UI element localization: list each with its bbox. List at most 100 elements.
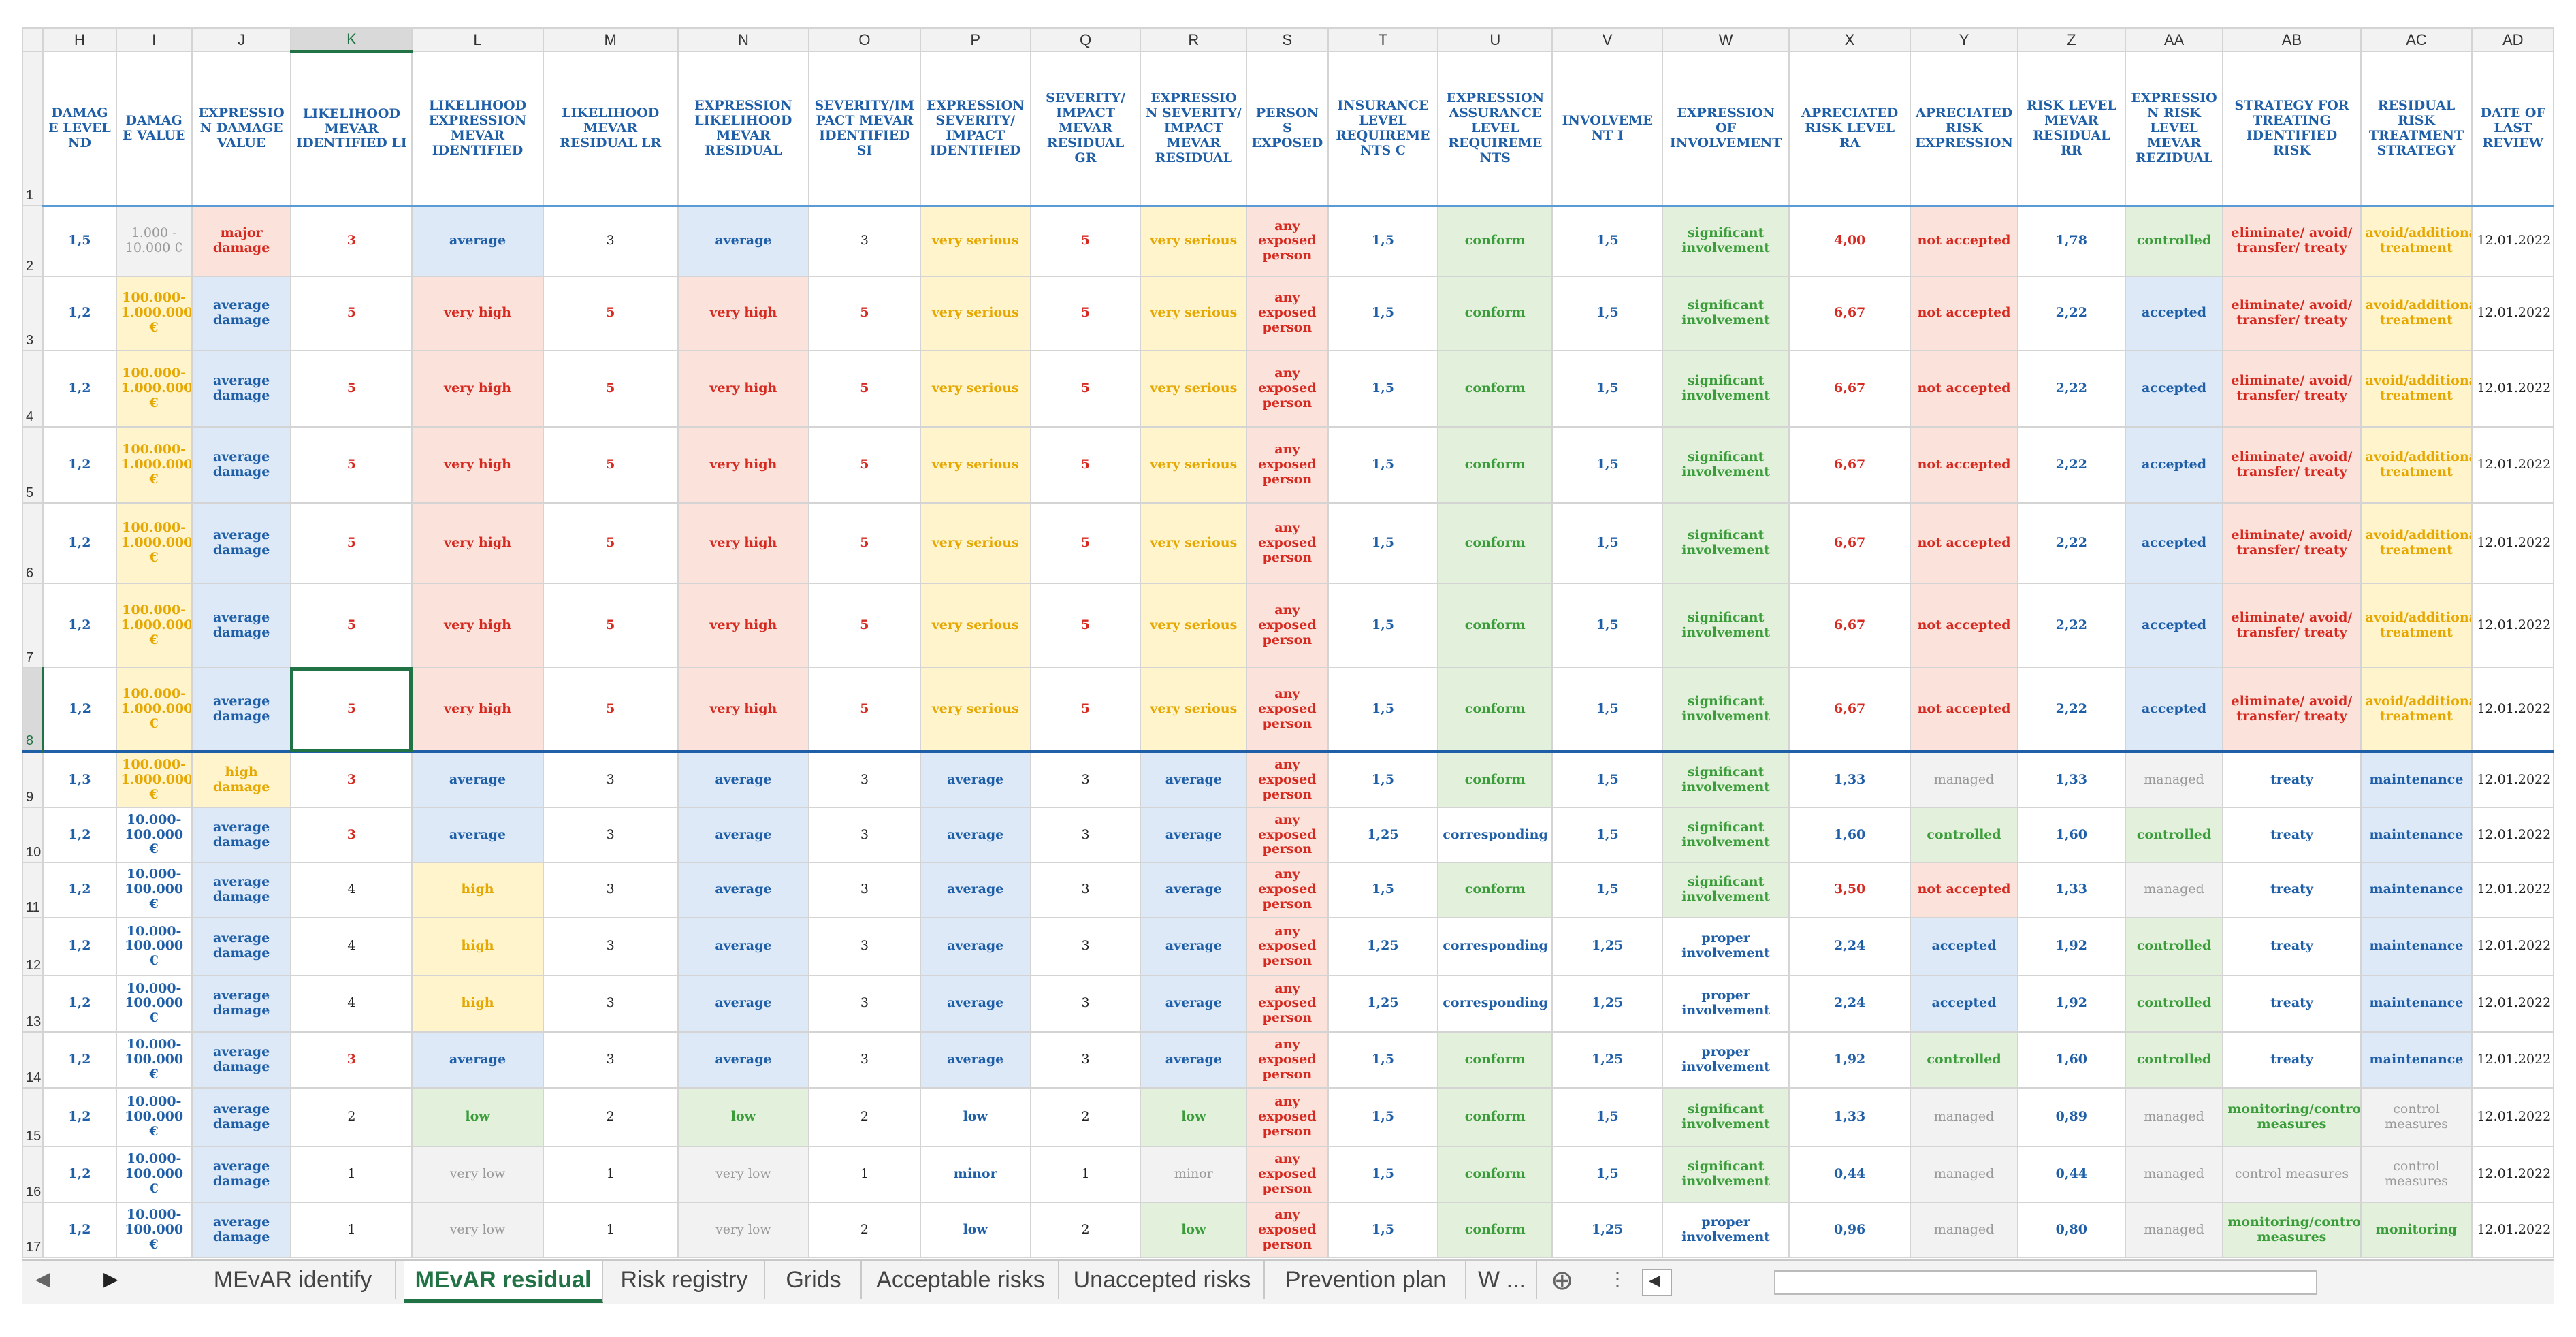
cell-r14[interactable]: average — [1140, 1031, 1248, 1089]
cell-r9[interactable]: average — [1140, 750, 1248, 809]
header-cell-k[interactable]: LIKELIHOOD MEvAR IDENTIFIED LI — [290, 50, 413, 207]
column-header-o[interactable]: O — [807, 27, 921, 52]
cell-m17[interactable]: 1 — [542, 1202, 679, 1258]
cell-t6[interactable]: 1,5 — [1327, 502, 1439, 584]
cell-y4[interactable]: not accepted — [1910, 349, 2018, 428]
cell-h9[interactable]: 1,3 — [42, 750, 117, 809]
cell-ad16[interactable]: 12.01.2022 — [2471, 1145, 2554, 1204]
cell-t3[interactable]: 1,5 — [1327, 275, 1439, 351]
column-header-m[interactable]: M — [542, 27, 679, 52]
cell-u3[interactable]: conform — [1437, 275, 1553, 351]
cell-n6[interactable]: very high — [677, 502, 809, 584]
cell-h12[interactable]: 1,2 — [42, 916, 117, 977]
cell-ab10[interactable]: treaty — [2222, 807, 2362, 863]
cell-l8[interactable]: very high — [411, 666, 544, 753]
cell-v2[interactable]: 1,5 — [1551, 205, 1664, 277]
row-header[interactable]: 3 — [21, 275, 44, 351]
cell-ab8[interactable]: eliminate/ avoid/ transfer/ treaty — [2222, 666, 2362, 753]
cell-ab16[interactable]: control measures — [2222, 1145, 2362, 1204]
cell-x8[interactable]: 6,67 — [1788, 666, 1912, 753]
cell-ac17[interactable]: monitoring — [2360, 1202, 2473, 1258]
cell-x6[interactable]: 6,67 — [1788, 502, 1912, 584]
cell-v13[interactable]: 1,25 — [1551, 975, 1664, 1033]
cell-aa4[interactable]: accepted — [2124, 349, 2224, 428]
cell-p5[interactable]: very serious — [919, 425, 1031, 504]
cell-ab15[interactable]: monitoring/control measures — [2222, 1087, 2362, 1147]
cell-o10[interactable]: 3 — [807, 807, 921, 863]
cell-p8[interactable]: very serious — [919, 666, 1031, 753]
column-header-i[interactable]: I — [115, 27, 193, 52]
cell-v11[interactable]: 1,5 — [1551, 861, 1664, 918]
cell-x16[interactable]: 0,44 — [1788, 1145, 1912, 1204]
cell-y14[interactable]: controlled — [1910, 1031, 2018, 1089]
cell-i7[interactable]: 100.000-1.000.000 € — [115, 582, 193, 668]
cell-m11[interactable]: 3 — [542, 861, 679, 918]
cell-o16[interactable]: 1 — [807, 1145, 921, 1204]
cell-j6[interactable]: average damage — [191, 502, 292, 584]
cell-t16[interactable]: 1,5 — [1327, 1145, 1439, 1204]
cell-z7[interactable]: 2,22 — [2016, 582, 2126, 668]
cell-q5[interactable]: 5 — [1029, 425, 1142, 504]
cell-aa16[interactable]: managed — [2124, 1145, 2224, 1204]
cell-w10[interactable]: significant involvement — [1662, 807, 1790, 863]
cell-r7[interactable]: very serious — [1140, 582, 1248, 668]
cell-y6[interactable]: not accepted — [1910, 502, 2018, 584]
cell-p16[interactable]: minor — [919, 1145, 1031, 1204]
cell-z11[interactable]: 1,33 — [2016, 861, 2126, 918]
column-header-j[interactable]: J — [191, 27, 292, 52]
cell-k2[interactable]: 3 — [290, 205, 413, 277]
cell-ab5[interactable]: eliminate/ avoid/ transfer/ treaty — [2222, 425, 2362, 504]
cell-ad15[interactable]: 12.01.2022 — [2471, 1087, 2554, 1147]
cell-w4[interactable]: significant involvement — [1662, 349, 1790, 428]
cell-ad6[interactable]: 12.01.2022 — [2471, 502, 2554, 584]
cell-t14[interactable]: 1,5 — [1327, 1031, 1439, 1089]
row-header[interactable]: 12 — [21, 916, 44, 977]
cell-q13[interactable]: 3 — [1029, 975, 1142, 1033]
row-header[interactable]: 4 — [21, 349, 44, 428]
sheet-tab-risk-registry[interactable]: Risk registry — [605, 1261, 765, 1299]
cell-w15[interactable]: significant involvement — [1662, 1087, 1790, 1147]
cell-t15[interactable]: 1,5 — [1327, 1087, 1439, 1147]
cell-i15[interactable]: 10.000-100.000 € — [115, 1087, 193, 1147]
header-cell-t[interactable]: INSURANCE LEVEL REQUIREMENTS C — [1327, 50, 1439, 207]
cell-s13[interactable]: any exposed person — [1246, 975, 1329, 1033]
cell-j5[interactable]: average damage — [191, 425, 292, 504]
cell-ac7[interactable]: avoid/additional treatment — [2360, 582, 2473, 668]
cell-t13[interactable]: 1,25 — [1327, 975, 1439, 1033]
cell-w14[interactable]: proper involvement — [1662, 1031, 1790, 1089]
cell-s10[interactable]: any exposed person — [1246, 807, 1329, 863]
cell-z12[interactable]: 1,92 — [2016, 916, 2126, 977]
row-header[interactable]: 13 — [21, 975, 44, 1033]
cell-l13[interactable]: high — [411, 975, 544, 1033]
cell-z4[interactable]: 2,22 — [2016, 349, 2126, 428]
cell-x11[interactable]: 3,50 — [1788, 861, 1912, 918]
cell-v14[interactable]: 1,25 — [1551, 1031, 1664, 1089]
cell-u7[interactable]: conform — [1437, 582, 1553, 668]
cell-ad4[interactable]: 12.01.2022 — [2471, 349, 2554, 428]
cell-o15[interactable]: 2 — [807, 1087, 921, 1147]
cell-q8[interactable]: 5 — [1029, 666, 1142, 753]
header-cell-w[interactable]: EXPRESSION OF INVOLVEMENT — [1662, 50, 1790, 207]
column-header-y[interactable]: Y — [1910, 27, 2018, 52]
header-cell-q[interactable]: SEVERITY/ IMPACT MEvAR RESIDUAL GR — [1029, 50, 1142, 207]
cell-aa13[interactable]: controlled — [2124, 975, 2224, 1033]
cell-t4[interactable]: 1,5 — [1327, 349, 1439, 428]
cell-s12[interactable]: any exposed person — [1246, 916, 1329, 977]
header-cell-y[interactable]: APRECIATED RISK EXPRESSION — [1910, 50, 2018, 207]
column-header-x[interactable]: X — [1788, 27, 1912, 52]
header-cell-r[interactable]: EXPRESSION SEVERITY/ IMPACT MEvAR RESIDU… — [1140, 50, 1248, 207]
cell-w9[interactable]: significant involvement — [1662, 750, 1790, 809]
cell-s16[interactable]: any exposed person — [1246, 1145, 1329, 1204]
cell-k17[interactable]: 1 — [290, 1202, 413, 1258]
cell-k4[interactable]: 5 — [290, 349, 413, 428]
cell-p3[interactable]: very serious — [919, 275, 1031, 351]
cell-o14[interactable]: 3 — [807, 1031, 921, 1089]
cell-m7[interactable]: 5 — [542, 582, 679, 668]
cell-o8[interactable]: 5 — [807, 666, 921, 753]
header-cell-u[interactable]: EXPRESSION ASSURANCE LEVEL REQUIREMENTS — [1437, 50, 1553, 207]
cell-y15[interactable]: managed — [1910, 1087, 2018, 1147]
cell-p10[interactable]: average — [919, 807, 1031, 863]
cell-m5[interactable]: 5 — [542, 425, 679, 504]
cell-ab14[interactable]: treaty — [2222, 1031, 2362, 1089]
cell-r8[interactable]: very serious — [1140, 666, 1248, 753]
